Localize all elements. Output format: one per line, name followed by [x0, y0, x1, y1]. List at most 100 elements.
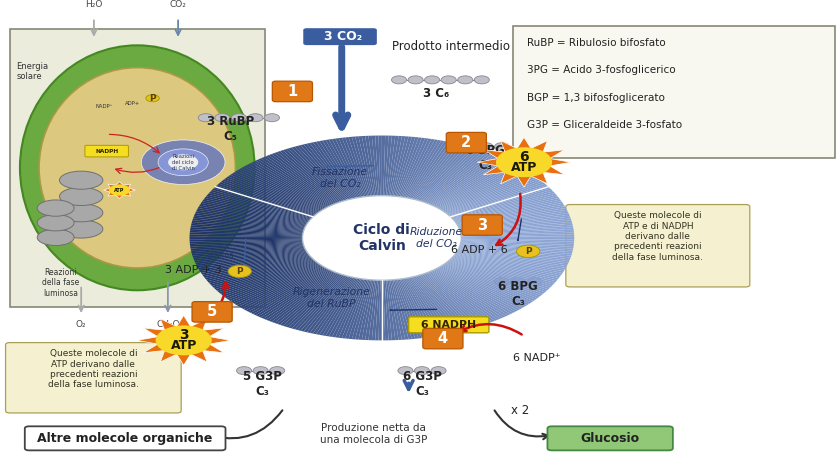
Wedge shape [204, 254, 309, 278]
Wedge shape [435, 269, 513, 314]
Ellipse shape [37, 200, 74, 216]
Wedge shape [190, 240, 303, 245]
Circle shape [425, 76, 440, 84]
Circle shape [517, 245, 540, 257]
Circle shape [458, 76, 472, 84]
Wedge shape [206, 255, 310, 281]
Circle shape [198, 114, 213, 122]
Wedge shape [406, 140, 445, 198]
Wedge shape [231, 174, 320, 212]
Wedge shape [448, 181, 543, 215]
Wedge shape [241, 167, 325, 209]
Wedge shape [456, 203, 564, 224]
Wedge shape [454, 255, 558, 281]
Wedge shape [461, 239, 574, 242]
Wedge shape [304, 144, 351, 199]
Wedge shape [227, 176, 319, 213]
Wedge shape [390, 136, 405, 196]
Wedge shape [440, 168, 525, 210]
Text: P: P [237, 267, 243, 276]
Wedge shape [214, 258, 313, 289]
Wedge shape [435, 162, 513, 207]
Wedge shape [277, 274, 340, 325]
Circle shape [264, 114, 279, 122]
Wedge shape [440, 266, 525, 308]
Wedge shape [457, 251, 565, 271]
Wedge shape [434, 161, 511, 207]
Wedge shape [224, 262, 318, 298]
Wedge shape [348, 280, 369, 339]
Wedge shape [190, 227, 303, 234]
Wedge shape [263, 271, 334, 320]
FancyBboxPatch shape [303, 28, 377, 45]
Wedge shape [190, 225, 303, 233]
Wedge shape [418, 146, 472, 201]
Wedge shape [336, 279, 364, 338]
Wedge shape [313, 142, 355, 199]
Wedge shape [197, 208, 306, 226]
Wedge shape [201, 201, 308, 224]
Ellipse shape [37, 214, 74, 231]
Wedge shape [453, 256, 555, 285]
Wedge shape [456, 200, 561, 223]
Text: 3 CO₂: 3 CO₂ [324, 30, 362, 43]
Wedge shape [449, 261, 545, 294]
Wedge shape [197, 249, 306, 268]
Circle shape [494, 278, 509, 286]
Wedge shape [196, 210, 305, 227]
Wedge shape [418, 275, 472, 329]
Wedge shape [289, 275, 345, 328]
FancyBboxPatch shape [565, 205, 750, 287]
Wedge shape [190, 243, 303, 250]
Circle shape [495, 143, 509, 151]
Wedge shape [426, 153, 492, 203]
Wedge shape [352, 136, 371, 196]
Wedge shape [450, 185, 549, 217]
Wedge shape [190, 229, 303, 235]
Wedge shape [448, 261, 543, 295]
Wedge shape [392, 280, 409, 340]
Ellipse shape [60, 220, 103, 238]
Circle shape [431, 367, 446, 375]
Wedge shape [455, 255, 559, 280]
Wedge shape [427, 272, 495, 322]
Text: 6 NADPH: 6 NADPH [421, 320, 477, 330]
Wedge shape [393, 280, 412, 340]
Wedge shape [413, 277, 460, 332]
Wedge shape [222, 261, 317, 297]
Text: 4: 4 [438, 331, 448, 346]
Wedge shape [195, 248, 305, 264]
Ellipse shape [60, 204, 103, 222]
Circle shape [237, 367, 252, 375]
Wedge shape [190, 241, 303, 247]
Wedge shape [277, 151, 340, 202]
Wedge shape [455, 198, 560, 222]
Wedge shape [446, 176, 538, 213]
Text: P: P [525, 247, 532, 256]
Circle shape [269, 367, 284, 375]
Text: CH₂O: CH₂O [156, 320, 180, 329]
Wedge shape [386, 280, 395, 340]
Text: 6: 6 [519, 150, 529, 164]
Wedge shape [228, 175, 320, 213]
Wedge shape [205, 196, 310, 221]
Circle shape [511, 278, 526, 286]
Wedge shape [461, 232, 574, 237]
Wedge shape [205, 255, 310, 280]
Circle shape [142, 140, 225, 184]
Wedge shape [348, 137, 369, 196]
FancyBboxPatch shape [446, 133, 487, 153]
Wedge shape [459, 212, 569, 228]
Wedge shape [451, 188, 552, 218]
Wedge shape [190, 239, 303, 242]
FancyBboxPatch shape [6, 343, 181, 413]
Wedge shape [212, 188, 312, 218]
Wedge shape [461, 225, 573, 233]
Wedge shape [461, 231, 574, 236]
Wedge shape [438, 165, 520, 208]
Text: H₂O: H₂O [86, 0, 102, 9]
Wedge shape [396, 280, 419, 339]
Wedge shape [191, 224, 303, 233]
Ellipse shape [39, 67, 236, 268]
Wedge shape [378, 280, 382, 340]
